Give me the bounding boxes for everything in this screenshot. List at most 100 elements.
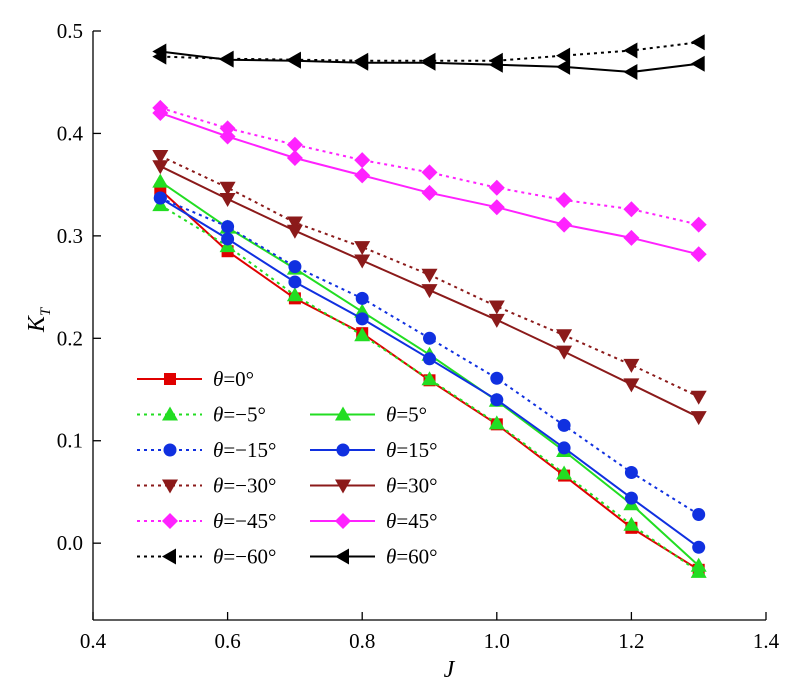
y-tick-label: 0.3 [57, 224, 83, 248]
data-point [623, 63, 638, 80]
legend-entry: θ=−5° [137, 403, 266, 427]
axes [92, 31, 766, 621]
legend-entry: θ=30° [310, 474, 438, 498]
data-point [288, 260, 302, 274]
data-point [488, 415, 505, 430]
data-point [219, 120, 236, 137]
data-point [152, 43, 167, 60]
data-point [690, 216, 707, 233]
y-tick-label: 0.2 [57, 326, 83, 350]
data-point [219, 192, 236, 207]
data-point [488, 313, 505, 328]
x-axis-title: J [444, 657, 456, 683]
series-line [159, 204, 700, 573]
series-5 [152, 149, 707, 405]
y-tick-label: 0.4 [57, 121, 84, 145]
data-point [490, 393, 504, 407]
data-point [623, 229, 640, 246]
x-tick-label: 1.2 [618, 629, 644, 653]
x-tick-label: 1.0 [484, 629, 510, 653]
series-line [160, 106, 699, 226]
data-point [490, 371, 504, 385]
data-point [692, 507, 706, 521]
series-line [159, 197, 700, 516]
data-point [152, 173, 169, 188]
y-tick-label: 0.0 [57, 531, 83, 555]
data-point [692, 540, 706, 554]
legend-entry: θ=60° [310, 545, 438, 569]
legend-label: θ=0° [213, 367, 254, 391]
legend-label: θ=−30° [213, 474, 276, 498]
legend-marker [164, 373, 176, 385]
legend-marker [335, 406, 351, 421]
series-7 [152, 99, 707, 233]
legend-entry: θ=−45° [137, 509, 276, 533]
data-point [556, 329, 573, 344]
data-point [286, 287, 303, 302]
data-point [152, 149, 169, 164]
y-axis-title: KT [24, 306, 54, 333]
data-point [421, 284, 438, 299]
data-point [423, 331, 436, 345]
series-6 [152, 160, 707, 426]
data-point [354, 167, 371, 184]
series-10 [152, 43, 705, 80]
data-point [152, 160, 169, 175]
data-point [286, 136, 303, 153]
data-point [624, 465, 638, 479]
data-point [421, 54, 436, 71]
y-tick-label: 0.1 [57, 429, 83, 453]
legend-label: θ=45° [386, 509, 438, 533]
legend-entry: θ=15° [310, 438, 438, 462]
data-point [219, 51, 234, 68]
y-tick-label: 0.5 [57, 19, 83, 43]
legend-entry: θ=0° [137, 367, 254, 391]
legend-entry: θ=−60° [137, 545, 276, 569]
series-line [160, 41, 699, 62]
series-8 [152, 104, 707, 263]
legend: θ=0° θ=−5° θ=5° θ=−15° θ=15° θ=−30° θ=30° θ=−45… [137, 367, 438, 569]
data-point [690, 34, 705, 51]
data-point [690, 557, 707, 572]
legend-label: θ=−15° [213, 438, 276, 462]
data-point [219, 128, 236, 145]
ticks: 0.4 0.6 0.8 1.0 1.2 1.4 0.0 0.1 0.2 0.3 0.4 0.5 [57, 19, 780, 653]
data-point [556, 192, 573, 209]
data-point [623, 42, 638, 59]
data-point [152, 104, 169, 121]
data-point [286, 150, 303, 167]
data-point [623, 201, 640, 218]
data-point [421, 268, 438, 283]
data-point [488, 179, 505, 196]
data-point [286, 216, 303, 231]
data-point [488, 56, 503, 73]
data-point [556, 216, 573, 233]
data-point [354, 241, 371, 256]
data-point [556, 58, 571, 75]
data-point [354, 327, 371, 342]
series-1 [152, 197, 707, 578]
data-point [557, 418, 571, 432]
data-point [488, 199, 505, 216]
legend-label: θ=60° [386, 545, 438, 569]
x-tick-label: 1.4 [753, 629, 780, 653]
legend-label: θ=30° [386, 474, 438, 498]
series-4 [153, 191, 706, 554]
data-point [488, 300, 505, 315]
data-point [286, 52, 301, 69]
legend-entry: θ=45° [310, 509, 438, 533]
data-point [421, 164, 438, 181]
data-point [355, 291, 369, 305]
data-point [623, 378, 640, 393]
legend-entry: θ=−15° [137, 438, 276, 462]
legend-marker [162, 479, 178, 494]
legend-marker [162, 406, 178, 421]
legend-label: θ=−45° [213, 509, 276, 533]
data-point [690, 55, 705, 72]
data-point [421, 184, 438, 201]
data-point [354, 152, 371, 169]
data-point [557, 441, 571, 455]
data-point [354, 54, 369, 71]
legend-label: θ=−5° [213, 403, 266, 427]
